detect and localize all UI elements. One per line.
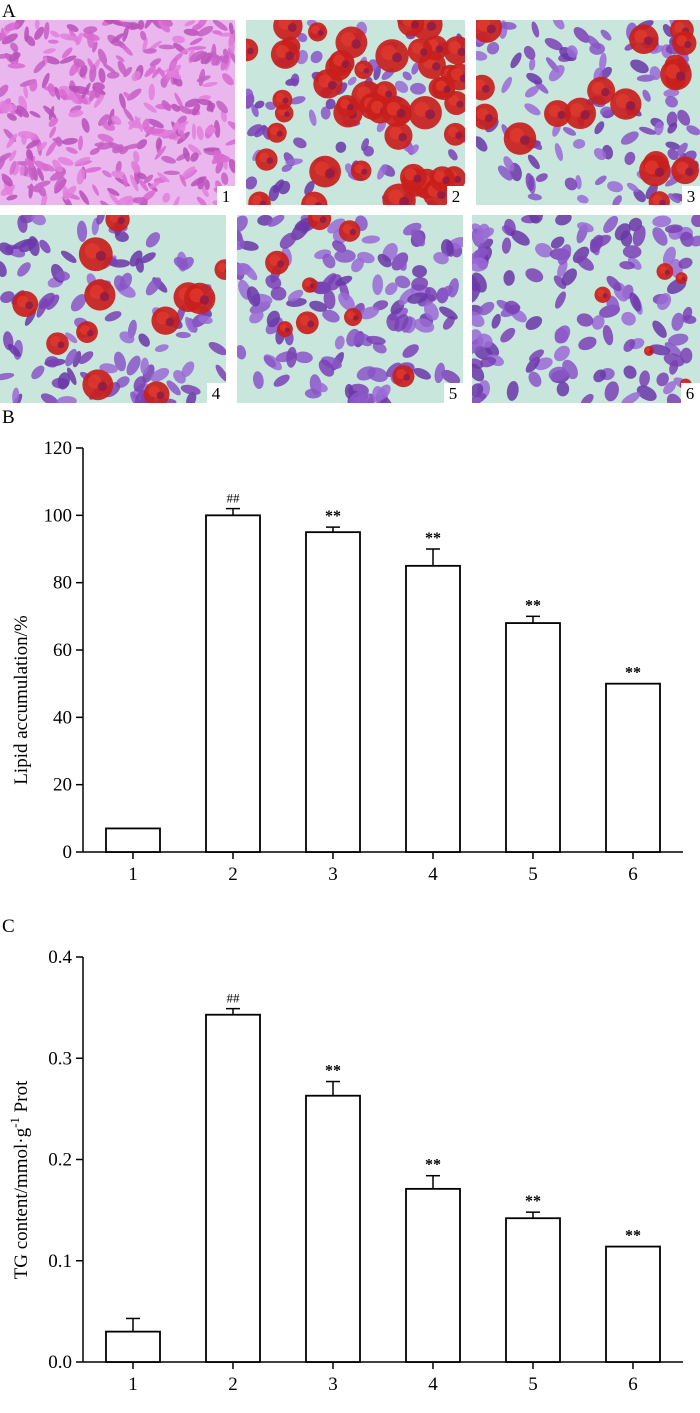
y-tick-label: 60 (53, 640, 72, 661)
bar (205, 514, 261, 853)
bar (605, 682, 661, 853)
y-tick-label: 120 (44, 438, 73, 459)
x-tick-label: 5 (528, 864, 538, 885)
x-tick-label: 6 (628, 864, 638, 885)
panel-c: C TG content/mmol·g-1 Prot 0.00.10.20.30… (2, 916, 683, 1395)
x-tick-label: 4 (428, 864, 438, 885)
chart-c-y-axis-title: TG content/mmol·g-1 Prot (7, 1080, 32, 1279)
x-tick-label: 3 (328, 864, 338, 885)
y-tick-label: 0.0 (48, 1352, 72, 1373)
bar (405, 1187, 461, 1363)
micrograph-3: 3 (476, 20, 700, 206)
y-tick-label: 100 (44, 505, 73, 526)
significance-label: ## (227, 491, 241, 506)
panel-a: A 1 2 3 4 5 (0, 1, 700, 403)
micrograph-6: 6 (472, 215, 700, 403)
x-tick-label: 5 (528, 1374, 538, 1395)
y-tick-label: 0 (63, 842, 73, 863)
chart-c-y-axis-title-suffix: Prot (11, 1080, 32, 1117)
micrograph-1: 1 (0, 20, 235, 206)
y-tick-label: 20 (53, 775, 72, 796)
chart-c-axes: 0.0 0.1 0.2 0.3 0.4 1 2 3 4 5 6 (48, 947, 683, 1395)
x-tick-label: 1 (128, 1374, 138, 1395)
x-tick-label: 1 (128, 864, 138, 885)
panel-a-letter: A (2, 1, 16, 22)
y-tick-label: 0.4 (48, 947, 72, 968)
chart-c-y-axis-title-main: TG content/mmol·g (11, 1127, 32, 1279)
y-tick-label: 0.2 (48, 1150, 72, 1171)
micrograph-label-5: 5 (449, 384, 458, 403)
significance-label: ** (425, 530, 441, 547)
bar (505, 622, 561, 853)
x-tick-label: 2 (228, 864, 238, 885)
significance-label: ** (325, 1063, 341, 1080)
x-tick-label: 3 (328, 1374, 338, 1395)
panel-b: B Lipid accumulation/% 0 20 40 60 80 100 120 1 2… (2, 407, 683, 885)
y-tick-label: 0.1 (48, 1251, 72, 1272)
panel-c-letter: C (2, 916, 15, 937)
chart-b-y-axis-title: Lipid accumulation/% (11, 615, 32, 785)
bar (305, 531, 361, 853)
micrograph-5: 5 (237, 215, 463, 403)
x-tick-label: 6 (628, 1374, 638, 1395)
y-tick-label: 40 (53, 707, 72, 728)
bar (105, 827, 161, 853)
significance-label: ## (227, 991, 241, 1006)
micrograph-4: 4 (0, 215, 226, 403)
micrograph-label-2: 2 (452, 187, 461, 206)
bar (605, 1245, 661, 1363)
chart-c: 0.0 0.1 0.2 0.3 0.4 1 2 3 4 5 6 ## ** ** ** ** (48, 947, 683, 1395)
x-tick-label: 2 (228, 1374, 238, 1395)
micrograph-label-1: 1 (222, 187, 231, 206)
panel-b-letter: B (2, 407, 15, 428)
bar (305, 1094, 361, 1363)
chart-b-axes: 0 20 40 60 80 100 120 1 2 3 4 5 6 (44, 438, 683, 885)
micrograph-2: 2 (246, 20, 465, 206)
significance-label: ** (525, 597, 541, 614)
micrograph-label-3: 3 (687, 187, 696, 206)
micrograph-label-4: 4 (212, 384, 221, 403)
x-tick-label: 4 (428, 1374, 438, 1395)
y-tick-label: 0.3 (48, 1048, 72, 1069)
bar (205, 1013, 261, 1363)
significance-label: ** (425, 1157, 441, 1174)
y-tick-label: 80 (53, 573, 72, 594)
significance-label: ** (625, 1228, 641, 1245)
significance-label: ** (325, 508, 341, 525)
bar (405, 564, 461, 853)
chart-b: 0 20 40 60 80 100 120 1 2 3 4 5 6 ## ** ** ** ** (44, 438, 683, 885)
bar (505, 1217, 561, 1363)
significance-label: ** (525, 1193, 541, 1210)
bar (105, 1330, 161, 1363)
chart-c-y-axis-title-sup: -1 (7, 1117, 22, 1128)
micrograph-label-6: 6 (686, 384, 695, 403)
significance-label: ** (625, 665, 641, 682)
